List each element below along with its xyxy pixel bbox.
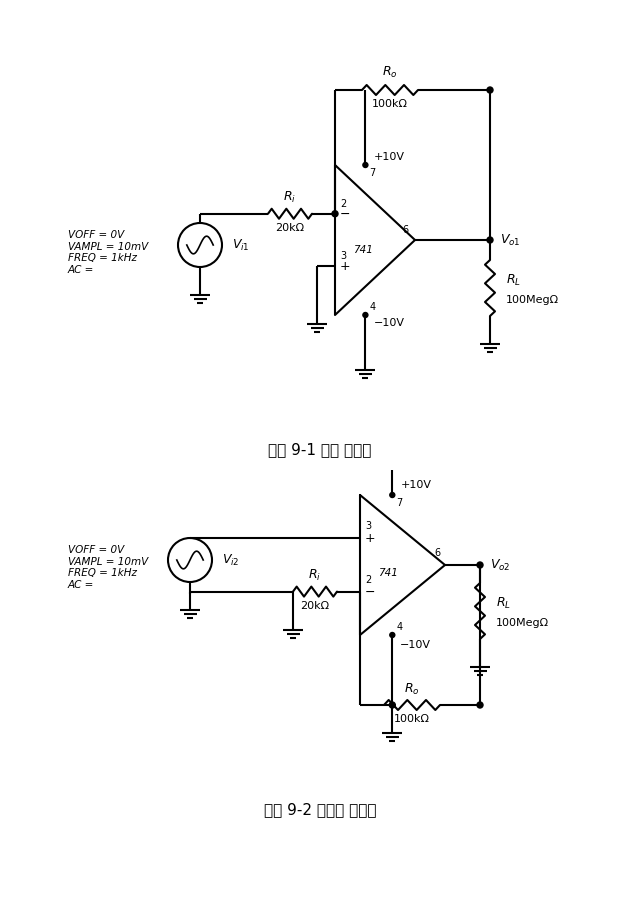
Text: $R_o$: $R_o$ — [382, 64, 398, 80]
Text: 6: 6 — [402, 225, 408, 235]
Circle shape — [390, 492, 395, 498]
Circle shape — [390, 633, 395, 637]
Text: $V_{i1}$: $V_{i1}$ — [232, 237, 250, 252]
Text: 그림 9-2 비반전 증폭기: 그림 9-2 비반전 증폭기 — [264, 803, 376, 817]
Circle shape — [363, 312, 368, 318]
Text: $-$: $-$ — [364, 586, 376, 598]
Circle shape — [363, 163, 368, 167]
Text: $R_L$: $R_L$ — [506, 272, 521, 288]
Text: 2: 2 — [365, 575, 371, 585]
Text: 741: 741 — [353, 245, 373, 255]
Text: 100kΩ: 100kΩ — [372, 99, 408, 109]
Text: VOFF = 0V
VAMPL = 10mV
FREQ = 1kHz
AC =: VOFF = 0V VAMPL = 10mV FREQ = 1kHz AC = — [68, 545, 148, 590]
Text: $R_i$: $R_i$ — [308, 568, 321, 583]
Text: $R_L$: $R_L$ — [496, 595, 511, 611]
Text: $V_{i2}$: $V_{i2}$ — [222, 552, 239, 567]
Text: $V_{o2}$: $V_{o2}$ — [490, 557, 511, 573]
Text: 4: 4 — [369, 302, 376, 312]
Text: +10V: +10V — [400, 480, 431, 490]
Text: $+$: $+$ — [339, 260, 351, 272]
Text: $+$: $+$ — [364, 532, 376, 545]
Circle shape — [332, 211, 338, 217]
Text: 20kΩ: 20kΩ — [300, 601, 330, 611]
Circle shape — [487, 237, 493, 243]
Text: −10V: −10V — [373, 318, 404, 328]
Text: VOFF = 0V
VAMPL = 10mV
FREQ = 1kHz
AC =: VOFF = 0V VAMPL = 10mV FREQ = 1kHz AC = — [68, 230, 148, 275]
Text: $-$: $-$ — [339, 207, 351, 220]
Text: $R_i$: $R_i$ — [284, 190, 296, 205]
Text: 7: 7 — [396, 498, 403, 508]
Circle shape — [477, 702, 483, 708]
Text: 3: 3 — [365, 521, 371, 531]
Text: 2: 2 — [340, 199, 346, 209]
Text: 7: 7 — [369, 168, 376, 178]
Text: 그림 9-1 반전 증폭기: 그림 9-1 반전 증폭기 — [268, 443, 372, 458]
Circle shape — [487, 87, 493, 93]
Text: $R_o$: $R_o$ — [404, 681, 420, 697]
Circle shape — [389, 702, 396, 708]
Text: 20kΩ: 20kΩ — [275, 223, 305, 233]
Text: 3: 3 — [340, 252, 346, 262]
Text: $V_{o1}$: $V_{o1}$ — [500, 233, 520, 248]
Text: 100MegΩ: 100MegΩ — [496, 618, 549, 628]
Text: 100MegΩ: 100MegΩ — [506, 295, 559, 305]
Text: −10V: −10V — [400, 640, 431, 650]
Text: 6: 6 — [434, 548, 440, 558]
Text: 100kΩ: 100kΩ — [394, 714, 430, 724]
Text: 741: 741 — [378, 568, 398, 578]
Circle shape — [477, 562, 483, 568]
Text: +10V: +10V — [373, 152, 404, 162]
Text: 4: 4 — [396, 622, 403, 632]
